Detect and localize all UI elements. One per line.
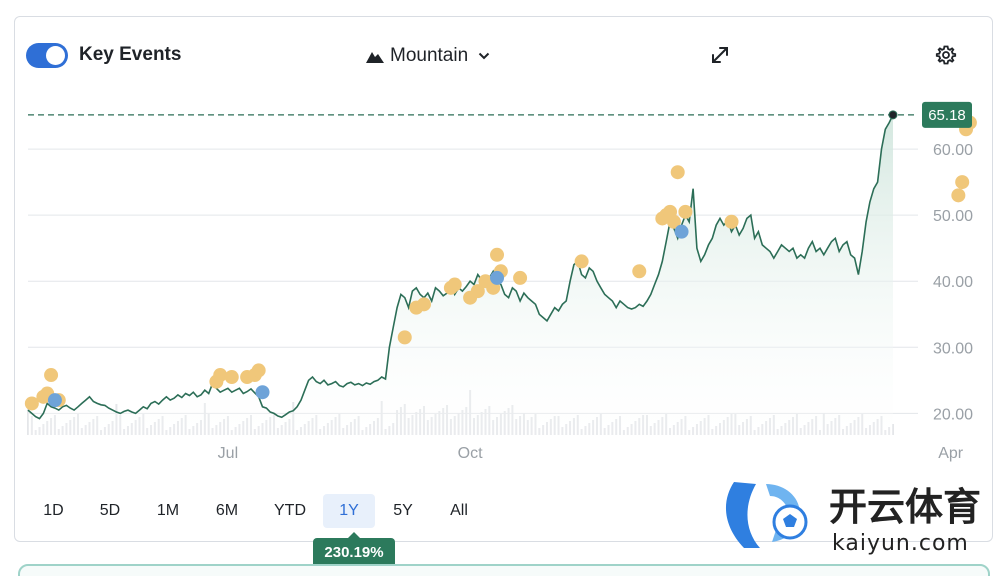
key-event-dot[interactable]	[251, 363, 266, 378]
key-event-dot[interactable]	[955, 175, 970, 190]
key-event-dot[interactable]	[574, 254, 589, 269]
period-5d[interactable]: 5D	[99, 502, 121, 519]
change-value: 230.19%	[324, 544, 384, 561]
bottom-panel	[18, 564, 990, 576]
current-price-dot	[888, 110, 898, 120]
mountain-icon	[366, 52, 384, 63]
key-events-layer	[24, 115, 977, 411]
period-6m[interactable]: 6M	[215, 502, 239, 519]
chevron-down-icon	[478, 52, 490, 60]
price-chart[interactable]: 65.18 20.00 30.00 40.00 50.00 60.00 Jul Oct Ap…	[0, 0, 1000, 470]
key-event-dot[interactable]	[24, 396, 39, 411]
key-event-dot[interactable]	[724, 214, 739, 229]
key-event-dot[interactable]	[44, 368, 59, 383]
y-tick-label: 40.00	[933, 274, 973, 291]
chart-type-label: Mountain	[390, 45, 469, 66]
toggle-knob	[46, 46, 65, 65]
key-event-dot[interactable]	[678, 204, 693, 219]
expand-icon[interactable]	[709, 44, 731, 66]
y-axis-labels: 20.00 30.00 40.00 50.00 60.00	[933, 142, 973, 423]
key-event-dot[interactable]	[416, 297, 431, 312]
y-tick-label: 30.00	[933, 340, 973, 357]
key-event-dot-blue[interactable]	[47, 393, 62, 408]
x-axis-labels: Jul Oct Apr	[218, 445, 964, 462]
key-event-dot[interactable]	[490, 247, 505, 262]
key-event-dot-blue[interactable]	[674, 224, 689, 239]
period-5y[interactable]: 5Y	[393, 502, 413, 519]
x-tick-label: Jul	[218, 445, 238, 462]
y-tick-label: 50.00	[933, 208, 973, 225]
key-event-dot[interactable]	[670, 165, 685, 180]
change-badge-tip	[347, 532, 361, 539]
watermark-brand: 开云体育	[829, 485, 981, 529]
change-badge: 230.19%	[313, 532, 395, 568]
price-area	[28, 114, 893, 438]
price-line	[27, 114, 894, 420]
watermark-url: kaiyun.com	[832, 531, 969, 556]
gear-icon[interactable]	[935, 44, 957, 66]
key-event-dot[interactable]	[513, 270, 528, 285]
key-event-dot[interactable]	[666, 214, 681, 229]
current-price-label: 65.18	[928, 107, 966, 124]
key-event-dot[interactable]	[397, 330, 412, 345]
chart-type-selector[interactable]: Mountain	[366, 44, 490, 68]
key-event-dot[interactable]	[470, 284, 485, 299]
key-event-dot[interactable]	[224, 370, 239, 385]
key-event-dot-blue[interactable]	[255, 385, 270, 400]
period-selector: 1D 5D 1M 6M YTD 1Y 5Y All	[26, 494, 487, 528]
period-all[interactable]: All	[450, 502, 468, 519]
key-event-dot[interactable]	[951, 188, 966, 203]
y-tick-label: 20.00	[933, 406, 973, 423]
period-1d[interactable]: 1D	[43, 502, 64, 519]
current-price-badge: 65.18	[922, 101, 972, 128]
period-1y[interactable]: 1Y	[323, 494, 375, 528]
key-events-label: Key Events	[79, 44, 182, 65]
y-tick-label: 60.00	[933, 142, 973, 159]
key-events-toggle[interactable]	[26, 43, 68, 68]
key-event-dot[interactable]	[213, 368, 228, 383]
period-1m[interactable]: 1M	[156, 502, 180, 519]
key-event-dot[interactable]	[632, 264, 647, 279]
watermark-logo: 开云体育 kaiyun.com	[725, 482, 981, 556]
period-ytd[interactable]: YTD	[274, 502, 306, 519]
key-event-dot-blue[interactable]	[490, 270, 505, 285]
key-event-dot[interactable]	[447, 277, 462, 292]
x-tick-label: Apr	[938, 445, 964, 462]
x-tick-label: Oct	[458, 445, 483, 462]
